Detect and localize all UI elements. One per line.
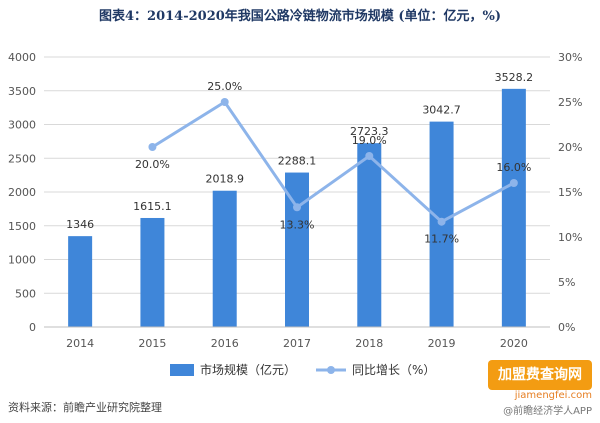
growth-value-label: 19.0% bbox=[352, 134, 387, 147]
y-tick-label: 0 bbox=[29, 321, 36, 334]
y-tick-label: 3000 bbox=[8, 119, 36, 132]
bar-value-label: 2723.3 bbox=[350, 125, 389, 138]
bar bbox=[212, 190, 237, 327]
y-tick-label: 1500 bbox=[8, 220, 36, 233]
bar bbox=[501, 88, 526, 327]
y-tick-label: 1000 bbox=[8, 254, 36, 267]
y-tick-label: 3500 bbox=[8, 85, 36, 98]
legend-bar-label: 市场规模（亿元） bbox=[200, 362, 296, 377]
watermark-app: @前瞻经济学人APP bbox=[503, 406, 592, 417]
bar-value-label: 2288.1 bbox=[278, 155, 317, 168]
watermark-url: jiamengfei.com bbox=[514, 390, 592, 401]
growth-point bbox=[365, 152, 374, 160]
y2-tick-label: 10% bbox=[558, 231, 582, 244]
source-note: 资料来源：前瞻产业研究院整理 bbox=[8, 401, 162, 414]
growth-line bbox=[151, 99, 515, 224]
x-tick-label: 2018 bbox=[355, 337, 383, 350]
bar bbox=[357, 143, 382, 327]
legend-line-label: 同比增长（%） bbox=[352, 363, 435, 377]
legend-line-marker bbox=[327, 366, 335, 374]
watermark-logo: 加盟费查询网 bbox=[488, 360, 592, 390]
x-tick-label: 2019 bbox=[428, 337, 456, 350]
y-tick-label: 2000 bbox=[8, 186, 36, 199]
bar bbox=[68, 236, 93, 327]
growth-value-label: 20.0% bbox=[135, 158, 170, 171]
growth-value-label: 11.7% bbox=[424, 233, 459, 246]
x-tick-label: 2017 bbox=[283, 337, 311, 350]
growth-value-label: 16.0% bbox=[496, 161, 531, 174]
y-tick-label: 2500 bbox=[8, 152, 36, 165]
x-tick-label: 2016 bbox=[211, 337, 239, 350]
legend-bar-swatch bbox=[170, 364, 194, 376]
bar-value-label: 3042.7 bbox=[422, 104, 461, 117]
growth-value-label: 25.0% bbox=[207, 80, 242, 93]
y-tick-label: 4000 bbox=[8, 51, 36, 64]
bar-value-label: 3528.2 bbox=[495, 71, 534, 84]
y2-tick-label: 5% bbox=[558, 276, 575, 289]
y2-tick-label: 15% bbox=[558, 186, 582, 199]
y2-tick-label: 30% bbox=[558, 51, 582, 64]
growth-point bbox=[437, 217, 446, 226]
growth-point bbox=[220, 98, 229, 106]
y2-tick-label: 20% bbox=[558, 141, 582, 154]
growth-value-label: 13.3% bbox=[280, 218, 315, 231]
bar-value-label: 2018.9 bbox=[205, 173, 244, 186]
bar-value-label: 1615.1 bbox=[133, 200, 172, 213]
x-tick-label: 2015 bbox=[138, 337, 166, 350]
bar bbox=[140, 217, 165, 327]
y-tick-label: 500 bbox=[15, 287, 36, 300]
x-tick-label: 2020 bbox=[500, 337, 528, 350]
y2-tick-label: 25% bbox=[558, 96, 582, 109]
chart-title: 图表4：2014-2020年我国公路冷链物流市场规模 (单位：亿元，%) bbox=[99, 9, 501, 24]
y2-tick-label: 0% bbox=[558, 321, 575, 334]
growth-point bbox=[509, 179, 518, 187]
growth-point bbox=[293, 203, 301, 212]
growth-point bbox=[148, 143, 157, 151]
bar-value-label: 1346 bbox=[66, 218, 94, 231]
x-tick-label: 2014 bbox=[66, 337, 94, 350]
